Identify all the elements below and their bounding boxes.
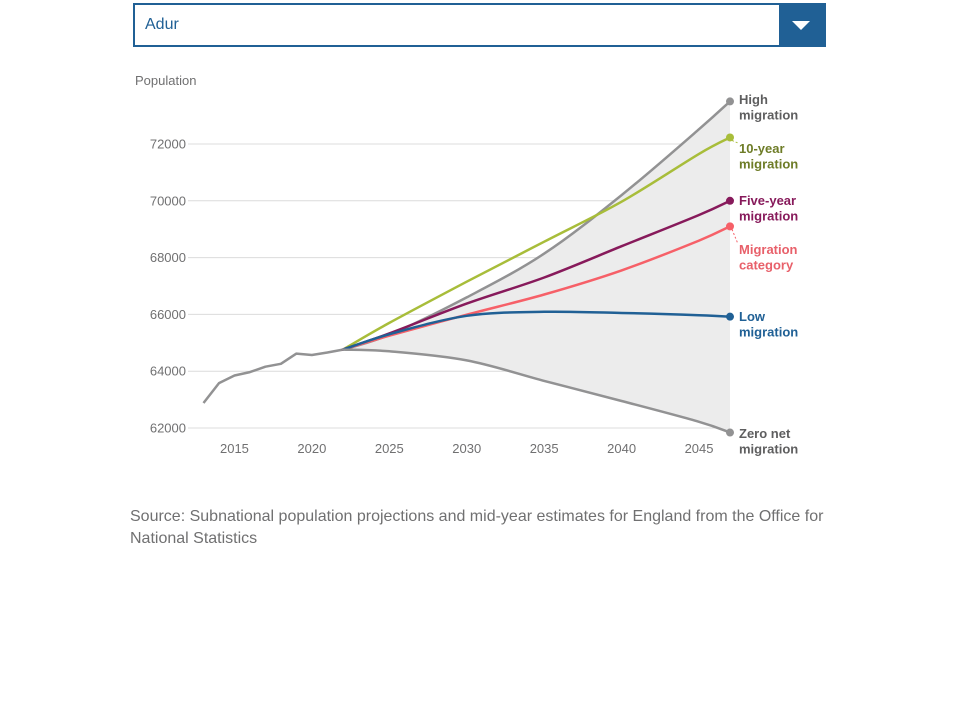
series-label-low-migration: migration — [739, 325, 798, 340]
x-tick-label: 2020 — [297, 441, 326, 456]
series-label-five-year-migration: migration — [739, 209, 798, 224]
series-label-high-migration: migration — [739, 108, 798, 123]
series-endpoint-high-migration — [726, 97, 734, 106]
series-endpoint-migration-category — [726, 222, 734, 231]
x-tick-label: 2040 — [607, 441, 636, 456]
source-note: Source: Subnational population projectio… — [130, 506, 830, 550]
x-tick-label: 2025 — [375, 441, 404, 456]
x-tick-label: 2035 — [530, 441, 559, 456]
series-label-low-migration: Low — [739, 309, 766, 324]
area-select[interactable]: Adur — [133, 3, 826, 47]
series-label-zero-net-migration: Zero net — [739, 426, 791, 441]
series-line-zero-net-migration — [341, 348, 732, 434]
area-select-toggle[interactable] — [779, 5, 824, 45]
population-projection-chart: Population 62000 64000 66000 68000 70000 72000… — [135, 73, 798, 457]
series-endpoint-low-migration — [726, 312, 734, 321]
projection-range-area — [342, 101, 730, 433]
label-leader-10-year-migration — [731, 140, 739, 144]
x-tick-label: 2030 — [452, 441, 481, 456]
series-label-five-year-migration: Five-year — [739, 193, 796, 208]
series-endpoint-five-year-migration — [726, 196, 734, 205]
y-axis-label: Population — [135, 73, 196, 88]
series-label-10-year-migration: migration — [739, 157, 798, 172]
source-text: Subnational population projections and m… — [130, 508, 824, 547]
series-line-10-year-migration — [341, 136, 732, 351]
series-label-migration-category: Migration — [739, 242, 798, 257]
y-tick-label: 72000 — [150, 137, 186, 152]
series-label-migration-category: category — [739, 258, 794, 273]
chevron-down-icon — [792, 21, 810, 30]
y-tick-label: 70000 — [150, 193, 186, 208]
y-tick-label: 64000 — [150, 364, 186, 379]
series-line-low-migration — [341, 310, 732, 351]
series-label-zero-net-migration: migration — [739, 442, 798, 457]
x-tick-label: 2045 — [685, 441, 714, 456]
label-leader-migration-category — [731, 229, 739, 245]
source-label: Source: — [130, 508, 186, 525]
y-tick-label: 68000 — [150, 250, 186, 265]
y-tick-label: 62000 — [150, 421, 186, 436]
x-tick-label: 2015 — [220, 441, 249, 456]
y-tick-label: 66000 — [150, 307, 186, 322]
series-line-migration-category — [341, 225, 732, 351]
series-label-10-year-migration: 10-year — [739, 141, 785, 156]
area-select-value: Adur — [145, 16, 179, 33]
series-line-historical — [202, 348, 344, 404]
series-endpoint-10-year-migration — [726, 133, 734, 142]
series-label-high-migration: High — [739, 92, 768, 107]
series-endpoint-zero-net-migration — [726, 428, 734, 437]
